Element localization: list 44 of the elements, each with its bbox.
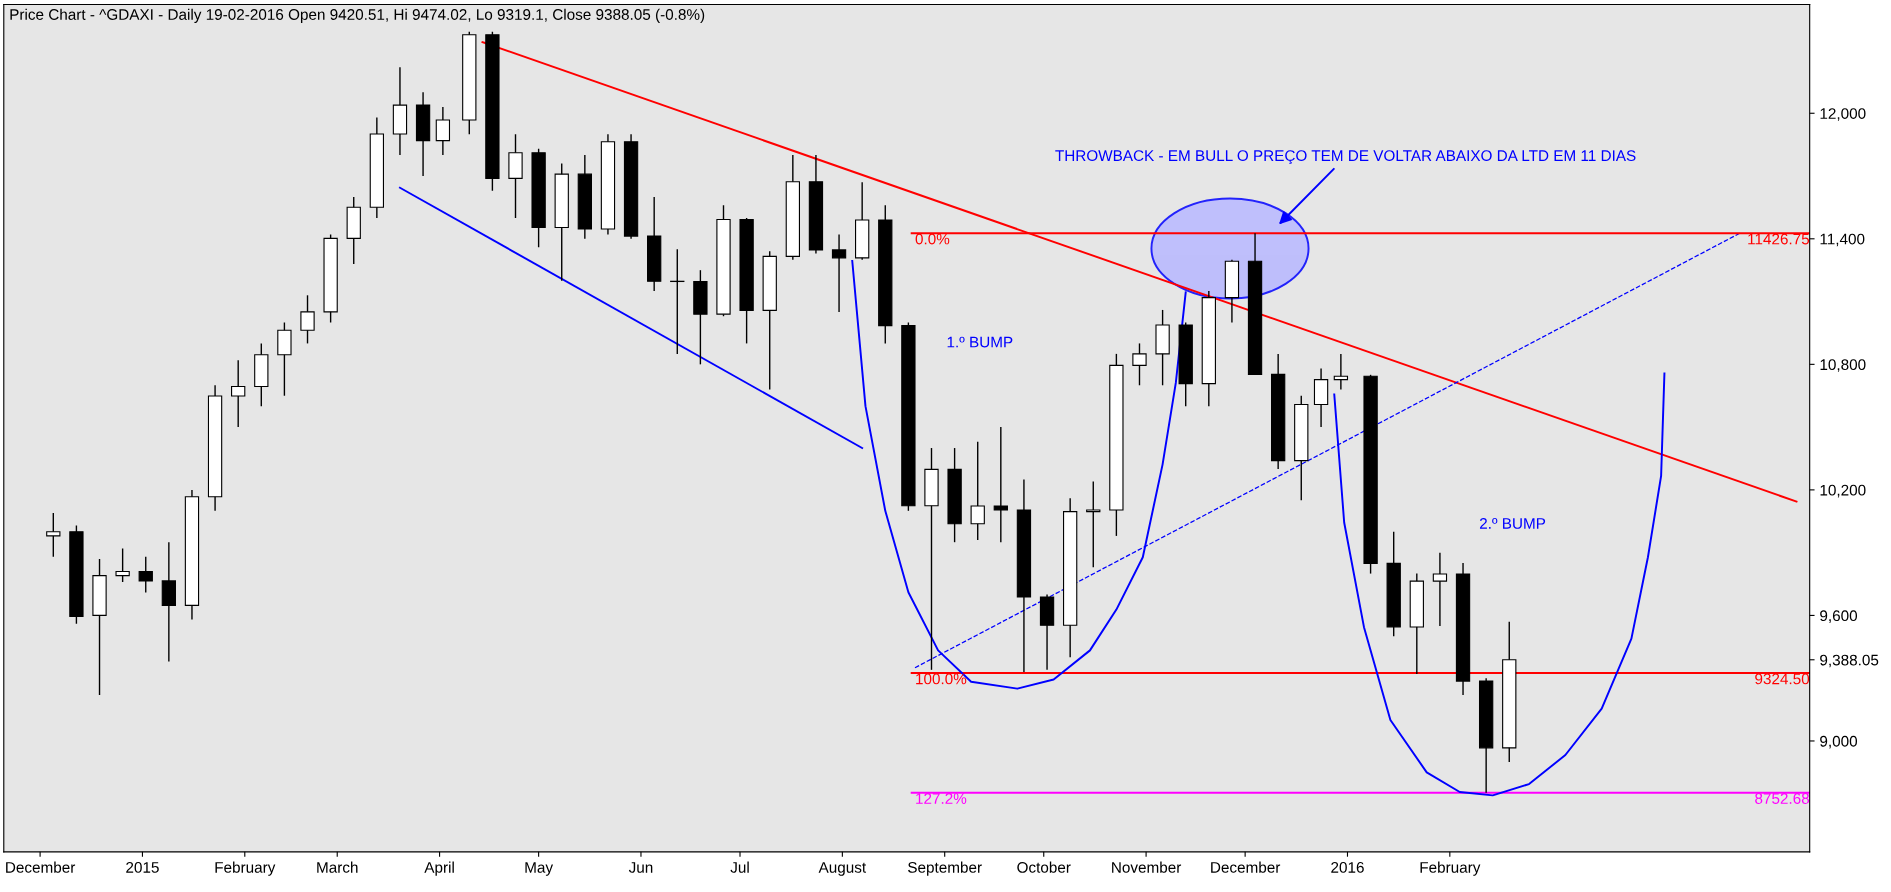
x-tick-label: February [215, 861, 276, 876]
x-tick-label: December [6, 861, 76, 873]
x-tick-label: October [1017, 861, 1071, 873]
y-tick-label: 9,600 [1820, 610, 1858, 623]
candlestick [138, 556, 153, 594]
y-tick-label: 10,200 [1820, 484, 1866, 498]
candlestick [231, 359, 246, 428]
y-tick-label: 9,388.05 [1820, 654, 1879, 668]
x-tick-label: September [908, 861, 982, 876]
candlestick [1132, 342, 1147, 386]
x-tick-label: November [1112, 861, 1182, 873]
y-tick-label: 9,000 [1820, 735, 1858, 749]
annotation: 2.º BUMP [1479, 518, 1546, 529]
annotation: 127.2% [916, 793, 967, 804]
chart-title: Price Chart - ^GDAXI - Daily 19-02-2016 Open 9420.51, Hi 9474.02, Lo 9319.1, Close 9388.05 (-0.8%) [10, 8, 705, 23]
x-tick-label: March [317, 861, 358, 873]
annotation: 9324.50 [1755, 673, 1810, 685]
x-tick-label: Jun [628, 862, 653, 873]
x-tick-label: August [818, 862, 867, 876]
candlestick [115, 547, 130, 583]
y-tick-label: 10,800 [1820, 359, 1866, 372]
x-tick-label: April [424, 861, 454, 876]
x-tick-label: May [525, 862, 554, 876]
candlestick [300, 294, 315, 345]
x-tick-label: 2015 [126, 861, 159, 873]
annotation: 11426.75 [1748, 233, 1810, 245]
annotation: 8752.68 [1755, 793, 1810, 804]
candlestick [970, 441, 985, 541]
x-tick-label: February [1420, 861, 1481, 876]
candlestick [1086, 480, 1101, 568]
x-tick-label: December [1211, 861, 1281, 873]
x-tick-label: 2016 [1331, 861, 1364, 873]
candlestick [435, 106, 451, 156]
annotation: 1.º BUMP [947, 336, 1013, 348]
candlestick [1432, 551, 1448, 627]
annotation: 100.0% [916, 673, 967, 685]
candlestick [993, 426, 1008, 543]
y-tick-label: 12,000 [1820, 108, 1866, 121]
candlestick [831, 233, 847, 313]
x-tick-label: Jul [730, 861, 749, 873]
annotation: THROWBACK - EM BULL O PREÇO TEM DE VOLTAR ABAIXO DA LTD EM 11 DIAS [1055, 150, 1636, 165]
candlestick [46, 512, 61, 558]
annotation: 0.0% [915, 233, 950, 245]
y-tick-label: 11,400 [1820, 233, 1865, 247]
